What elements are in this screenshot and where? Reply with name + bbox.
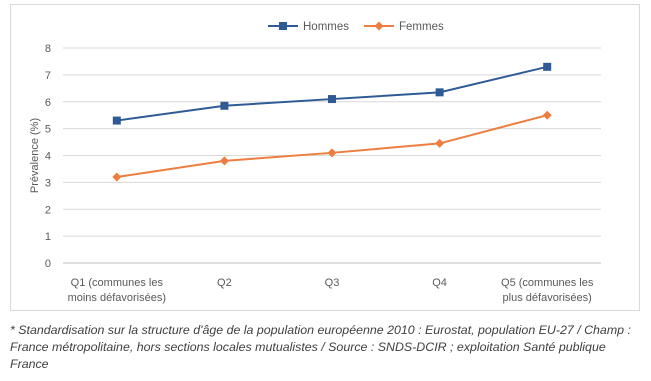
- data-point: [543, 62, 552, 71]
- x-tick-label: Q3: [325, 277, 340, 289]
- data-point: [219, 156, 229, 166]
- x-tick-label-line: moins défavorisées): [68, 292, 166, 304]
- y-tick-label: 3: [45, 177, 51, 189]
- data-point: [279, 22, 287, 30]
- line-chart: 0 1 2 3 4 5 6 7 8 Prévalence (%) Q1 (communes les m…: [29, 21, 601, 304]
- y-tick-label: 6: [45, 97, 51, 109]
- data-point: [542, 110, 552, 120]
- footnote: * Standardisation sur la structure d'âge…: [10, 323, 631, 371]
- y-tick-label: 2: [45, 204, 51, 216]
- x-tick-label-line: Q3: [325, 277, 340, 289]
- y-tick-label: 4: [45, 151, 51, 163]
- x-tick-label: Q2: [217, 277, 232, 289]
- y-tick-label: 1: [45, 231, 51, 243]
- x-tick-label-line: Q4: [432, 277, 447, 289]
- legend-label: Hommes: [303, 21, 349, 33]
- y-axis-title: Prévalence (%): [29, 118, 41, 193]
- data-point: [435, 138, 445, 148]
- x-tick-label-line: plus défavorisées): [503, 292, 592, 304]
- data-point: [374, 21, 384, 31]
- y-tick-label: 7: [45, 70, 51, 82]
- data-point: [220, 101, 229, 110]
- x-tick-label: Q4: [432, 277, 447, 289]
- y-tick-label: 5: [45, 124, 51, 136]
- x-tick-label-line: Q1 (communes les: [71, 277, 164, 289]
- series-line: [116, 114, 548, 178]
- x-tick-label-line: Q5 (communes les: [501, 277, 594, 289]
- legend-label: Femmes: [399, 21, 444, 33]
- x-tick-label: Q1 (communes les moins défavorisées): [68, 277, 166, 304]
- chart-frame: 0 1 2 3 4 5 6 7 8 Prévalence (%) Q1 (communes les m…: [10, 4, 640, 311]
- data-point: [112, 172, 122, 182]
- data-point: [327, 148, 337, 158]
- y-tick-label: 8: [45, 43, 51, 55]
- data-point: [112, 116, 121, 125]
- x-tick-label: Q5 (communes les plus défavorisées): [501, 277, 594, 304]
- data-point: [328, 95, 336, 104]
- y-tick-label: 0: [45, 258, 51, 270]
- data-point: [435, 88, 444, 97]
- x-tick-label-line: Q2: [217, 277, 232, 289]
